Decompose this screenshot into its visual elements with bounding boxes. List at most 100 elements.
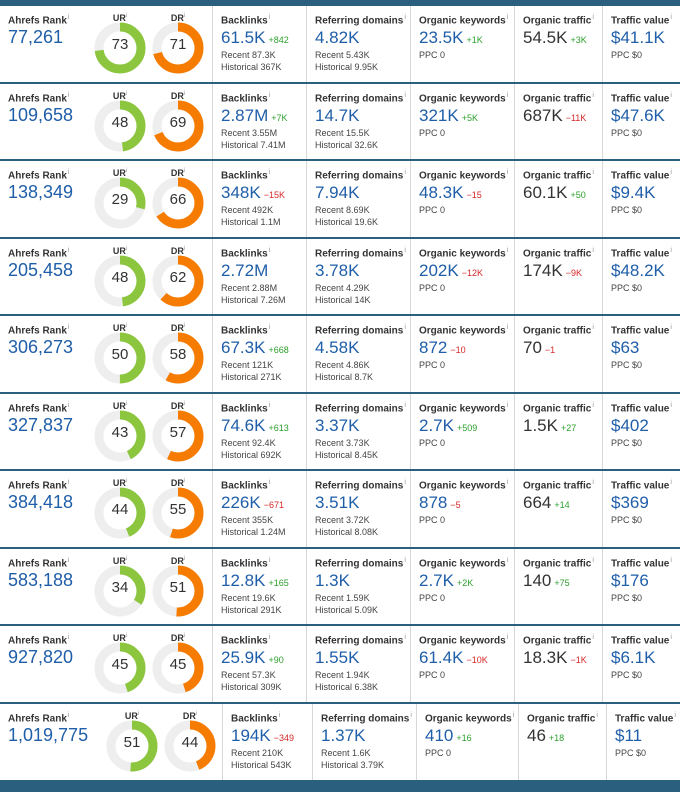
organic-keywords-value[interactable]: 872 −10 bbox=[419, 338, 466, 358]
info-icon[interactable]: i bbox=[67, 479, 70, 486]
referring-domains-value[interactable]: 4.82K bbox=[315, 28, 359, 48]
backlinks-value[interactable]: 194K −349 bbox=[231, 726, 294, 746]
info-icon[interactable]: i bbox=[670, 169, 672, 176]
info-icon[interactable]: i bbox=[125, 633, 128, 639]
info-icon[interactable]: i bbox=[506, 169, 509, 176]
ur-gauge[interactable]: URi 43 bbox=[94, 398, 146, 468]
info-icon[interactable]: i bbox=[404, 479, 406, 486]
info-icon[interactable]: i bbox=[670, 556, 672, 564]
info-icon[interactable]: i bbox=[592, 91, 594, 99]
info-icon[interactable]: i bbox=[670, 479, 672, 486]
info-icon[interactable]: i bbox=[670, 401, 672, 409]
info-icon[interactable]: i bbox=[183, 555, 186, 562]
info-icon[interactable]: i bbox=[592, 169, 594, 176]
info-icon[interactable]: i bbox=[268, 479, 271, 486]
dr-gauge[interactable]: DRi 69 bbox=[152, 88, 204, 158]
info-icon[interactable]: i bbox=[592, 479, 594, 486]
info-icon[interactable]: i bbox=[183, 168, 186, 174]
info-icon[interactable]: i bbox=[183, 245, 186, 252]
backlinks-value[interactable]: 2.87M +7K bbox=[221, 106, 288, 126]
info-icon[interactable]: i bbox=[404, 556, 406, 564]
info-icon[interactable]: i bbox=[67, 169, 70, 176]
referring-domains-value[interactable]: 3.51K bbox=[315, 493, 359, 513]
info-icon[interactable]: i bbox=[183, 13, 186, 19]
info-icon[interactable]: i bbox=[137, 710, 140, 717]
ur-gauge[interactable]: URi 45 bbox=[94, 630, 146, 700]
traffic-value-amount[interactable]: $11 bbox=[615, 726, 642, 746]
info-icon[interactable]: i bbox=[67, 14, 70, 21]
info-icon[interactable]: i bbox=[183, 323, 186, 329]
traffic-value-amount[interactable]: $369 bbox=[611, 493, 649, 513]
traffic-value-amount[interactable]: $402 bbox=[611, 416, 649, 436]
info-icon[interactable]: i bbox=[268, 401, 271, 409]
referring-domains-value[interactable]: 3.37K bbox=[315, 416, 359, 436]
info-icon[interactable]: i bbox=[67, 634, 70, 641]
backlinks-value[interactable]: 12.8K +165 bbox=[221, 571, 289, 591]
info-icon[interactable]: i bbox=[506, 634, 509, 641]
info-icon[interactable]: i bbox=[125, 555, 128, 562]
organic-traffic-value[interactable]: 18.3K −1K bbox=[523, 648, 587, 668]
traffic-value-amount[interactable]: $47.6K bbox=[611, 106, 665, 126]
info-icon[interactable]: i bbox=[268, 14, 271, 21]
info-icon[interactable]: i bbox=[268, 634, 271, 641]
info-icon[interactable]: i bbox=[404, 401, 406, 409]
info-icon[interactable]: i bbox=[592, 556, 594, 564]
dr-gauge[interactable]: DRi 71 bbox=[152, 10, 204, 80]
info-icon[interactable]: i bbox=[674, 711, 676, 719]
info-icon[interactable]: i bbox=[125, 13, 128, 19]
backlinks-value[interactable]: 348K −15K bbox=[221, 183, 285, 203]
dr-gauge[interactable]: DRi 57 bbox=[152, 398, 204, 468]
organic-traffic-value[interactable]: 664 +14 bbox=[523, 493, 570, 513]
info-icon[interactable]: i bbox=[670, 246, 672, 254]
info-icon[interactable]: i bbox=[506, 246, 509, 254]
dr-gauge[interactable]: DRi 62 bbox=[152, 243, 204, 313]
info-icon[interactable]: i bbox=[268, 91, 271, 99]
backlinks-value[interactable]: 67.3K +668 bbox=[221, 338, 289, 358]
organic-traffic-value[interactable]: 70 −1 bbox=[523, 338, 555, 358]
organic-keywords-value[interactable]: 23.5K +1K bbox=[419, 28, 483, 48]
info-icon[interactable]: i bbox=[670, 634, 672, 641]
info-icon[interactable]: i bbox=[67, 246, 70, 254]
traffic-value-amount[interactable]: $6.1K bbox=[611, 648, 655, 668]
dr-gauge[interactable]: DRi 58 bbox=[152, 320, 204, 390]
info-icon[interactable]: i bbox=[183, 90, 186, 97]
organic-traffic-value[interactable]: 60.1K +50 bbox=[523, 183, 586, 203]
traffic-value-amount[interactable]: $9.4K bbox=[611, 183, 655, 203]
ahrefs-rank-value[interactable]: 1,019,775 bbox=[8, 725, 88, 746]
info-icon[interactable]: i bbox=[512, 711, 515, 719]
organic-keywords-value[interactable]: 61.4K −10K bbox=[419, 648, 488, 668]
info-icon[interactable]: i bbox=[125, 323, 128, 329]
info-icon[interactable]: i bbox=[67, 401, 70, 409]
info-icon[interactable]: i bbox=[670, 91, 672, 99]
info-icon[interactable]: i bbox=[183, 478, 186, 484]
ur-gauge[interactable]: URi 44 bbox=[94, 475, 146, 545]
dr-gauge[interactable]: DRi 51 bbox=[152, 553, 204, 623]
info-icon[interactable]: i bbox=[506, 556, 509, 564]
organic-keywords-value[interactable]: 410 +16 bbox=[425, 726, 472, 746]
organic-keywords-value[interactable]: 48.3K −15 bbox=[419, 183, 482, 203]
ahrefs-rank-value[interactable]: 205,458 bbox=[8, 260, 73, 281]
info-icon[interactable]: i bbox=[404, 634, 406, 641]
referring-domains-value[interactable]: 3.78K bbox=[315, 261, 359, 281]
info-icon[interactable]: i bbox=[404, 324, 406, 331]
organic-traffic-value[interactable]: 46 +18 bbox=[527, 726, 564, 746]
info-icon[interactable]: i bbox=[268, 169, 271, 176]
traffic-value-amount[interactable]: $48.2K bbox=[611, 261, 665, 281]
ahrefs-rank-value[interactable]: 306,273 bbox=[8, 337, 73, 358]
info-icon[interactable]: i bbox=[268, 246, 271, 254]
ahrefs-rank-value[interactable]: 109,658 bbox=[8, 105, 73, 126]
info-icon[interactable]: i bbox=[67, 711, 70, 719]
ahrefs-rank-value[interactable]: 138,349 bbox=[8, 182, 73, 203]
info-icon[interactable]: i bbox=[506, 14, 509, 21]
dr-gauge[interactable]: DRi 44 bbox=[164, 708, 216, 778]
ur-gauge[interactable]: URi 48 bbox=[94, 88, 146, 158]
info-icon[interactable]: i bbox=[67, 556, 70, 564]
ahrefs-rank-value[interactable]: 384,418 bbox=[8, 492, 73, 513]
info-icon[interactable]: i bbox=[670, 14, 672, 21]
info-icon[interactable]: i bbox=[410, 711, 412, 719]
info-icon[interactable]: i bbox=[404, 246, 406, 254]
info-icon[interactable]: i bbox=[404, 169, 406, 176]
dr-gauge[interactable]: DRi 66 bbox=[152, 165, 204, 235]
ur-gauge[interactable]: URi 50 bbox=[94, 320, 146, 390]
info-icon[interactable]: i bbox=[592, 634, 594, 641]
